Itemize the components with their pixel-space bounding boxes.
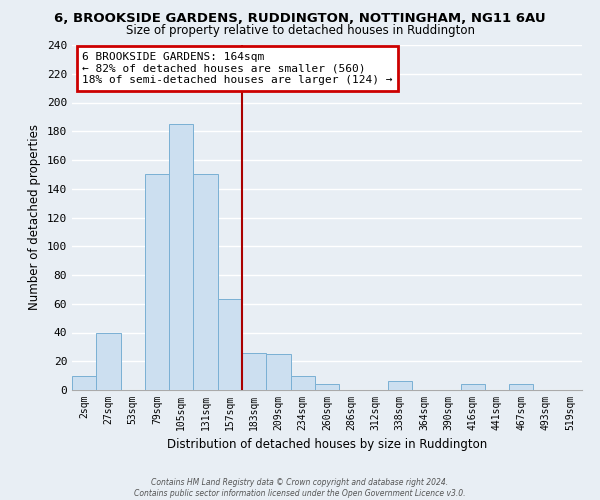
Bar: [145, 174, 169, 390]
Bar: [315, 384, 339, 390]
Bar: [193, 174, 218, 390]
Text: Contains HM Land Registry data © Crown copyright and database right 2024.
Contai: Contains HM Land Registry data © Crown c…: [134, 478, 466, 498]
X-axis label: Distribution of detached houses by size in Ruddington: Distribution of detached houses by size …: [167, 438, 487, 452]
Bar: [72, 376, 96, 390]
Text: Size of property relative to detached houses in Ruddington: Size of property relative to detached ho…: [125, 24, 475, 37]
Bar: [218, 300, 242, 390]
Bar: [96, 332, 121, 390]
Text: 6, BROOKSIDE GARDENS, RUDDINGTON, NOTTINGHAM, NG11 6AU: 6, BROOKSIDE GARDENS, RUDDINGTON, NOTTIN…: [54, 12, 546, 26]
Bar: [509, 384, 533, 390]
Bar: [242, 352, 266, 390]
Bar: [266, 354, 290, 390]
Text: 6 BROOKSIDE GARDENS: 164sqm
← 82% of detached houses are smaller (560)
18% of se: 6 BROOKSIDE GARDENS: 164sqm ← 82% of det…: [82, 52, 392, 85]
Bar: [169, 124, 193, 390]
Bar: [461, 384, 485, 390]
Bar: [388, 382, 412, 390]
Bar: [290, 376, 315, 390]
Y-axis label: Number of detached properties: Number of detached properties: [28, 124, 41, 310]
